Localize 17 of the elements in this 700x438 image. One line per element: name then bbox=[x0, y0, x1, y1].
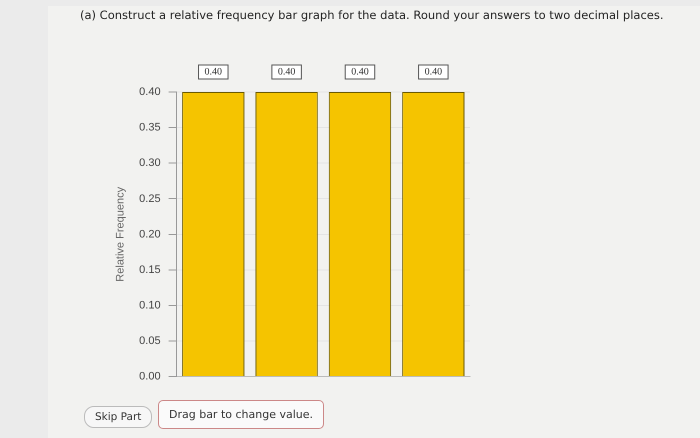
y-tick-label: 0.15 bbox=[139, 264, 161, 276]
chart-title: (a) Construct a relative frequency bar graph for the data. Round your answers to two decimal places. bbox=[80, 8, 664, 22]
y-tick-label: 0.40 bbox=[139, 86, 161, 98]
y-tick-label: 0.05 bbox=[139, 335, 161, 348]
y-axis-title: Relative Frequency bbox=[114, 186, 127, 282]
data-label: 0.40 bbox=[424, 66, 442, 78]
y-tick-label: 0.35 bbox=[139, 122, 161, 134]
y-tick-label: 0.00 bbox=[139, 370, 161, 383]
text: Drag bar to change value. bbox=[158, 400, 324, 429]
data-label: 0.40 bbox=[278, 66, 296, 78]
text: Skip Part bbox=[84, 406, 152, 428]
data-label: 0.40 bbox=[204, 66, 222, 78]
data-label: 0.40 bbox=[351, 66, 369, 78]
y-tick-label: 0.25 bbox=[139, 192, 161, 205]
y-tick-label: 0.30 bbox=[139, 157, 161, 170]
y-tick-label: 0.10 bbox=[139, 299, 161, 312]
y-tick-label: 0.20 bbox=[139, 228, 161, 240]
